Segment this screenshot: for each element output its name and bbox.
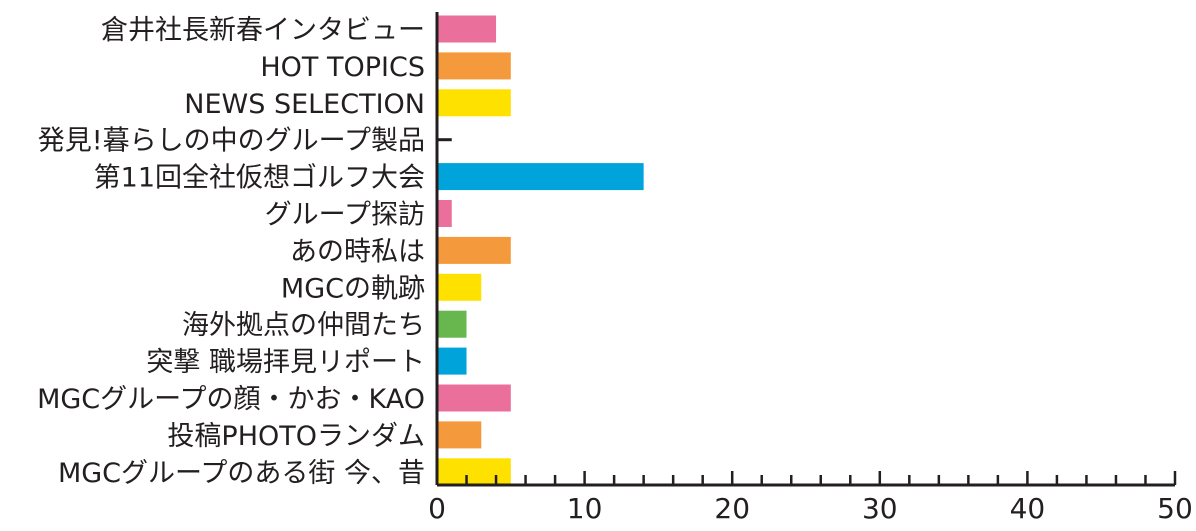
bars-group <box>437 15 644 486</box>
x-tick-label: 0 <box>428 492 446 525</box>
x-tick-label: 20 <box>714 492 750 525</box>
bar-9 <box>437 347 467 375</box>
bar-5 <box>437 200 452 227</box>
category-label: HOT TOPICS <box>260 52 425 83</box>
category-label: 投稿PHOTOランダム <box>167 421 425 452</box>
bar-6 <box>437 236 511 264</box>
bar-11 <box>437 421 482 449</box>
x-tick-label: 40 <box>1010 492 1046 525</box>
category-label: NEWS SELECTION <box>184 89 425 120</box>
x-axis: 0 10 20 30 40 50 <box>428 12 1193 525</box>
x-tick-label: 10 <box>567 492 603 525</box>
category-label: あの時私は <box>290 236 425 267</box>
category-label: MGCの軌跡 <box>281 273 425 304</box>
category-label: MGCグループのある街 今、昔 <box>58 458 425 489</box>
category-label: 倉井社長新春インタビュー <box>101 15 425 46</box>
bar-12 <box>437 458 511 486</box>
category-label: 第11回全社仮想ゴルフ大会 <box>94 163 425 194</box>
bar-7 <box>437 273 482 301</box>
bar-4 <box>437 163 644 191</box>
category-label: MGCグループの顔・かお・KAO <box>37 384 425 415</box>
bar-10 <box>437 384 511 412</box>
category-label: 海外拠点の仲間たち <box>182 310 425 341</box>
category-label: 発見!暮らしの中のグループ製品 <box>38 126 425 157</box>
x-tick-label: 50 <box>1157 492 1193 525</box>
category-label: 突撃 職場拝見リポート <box>146 347 425 378</box>
bar-1 <box>437 52 511 80</box>
bar-2 <box>437 89 511 117</box>
category-labels-group: 倉井社長新春インタビュー HOT TOPICS NEWS SELECTION 発見!暮… <box>37 15 425 489</box>
bar-3 <box>437 138 452 142</box>
bar-0 <box>437 15 497 43</box>
x-tick-label: 30 <box>862 492 898 525</box>
bar-8 <box>437 310 467 338</box>
category-label: グループ探訪 <box>265 200 425 231</box>
